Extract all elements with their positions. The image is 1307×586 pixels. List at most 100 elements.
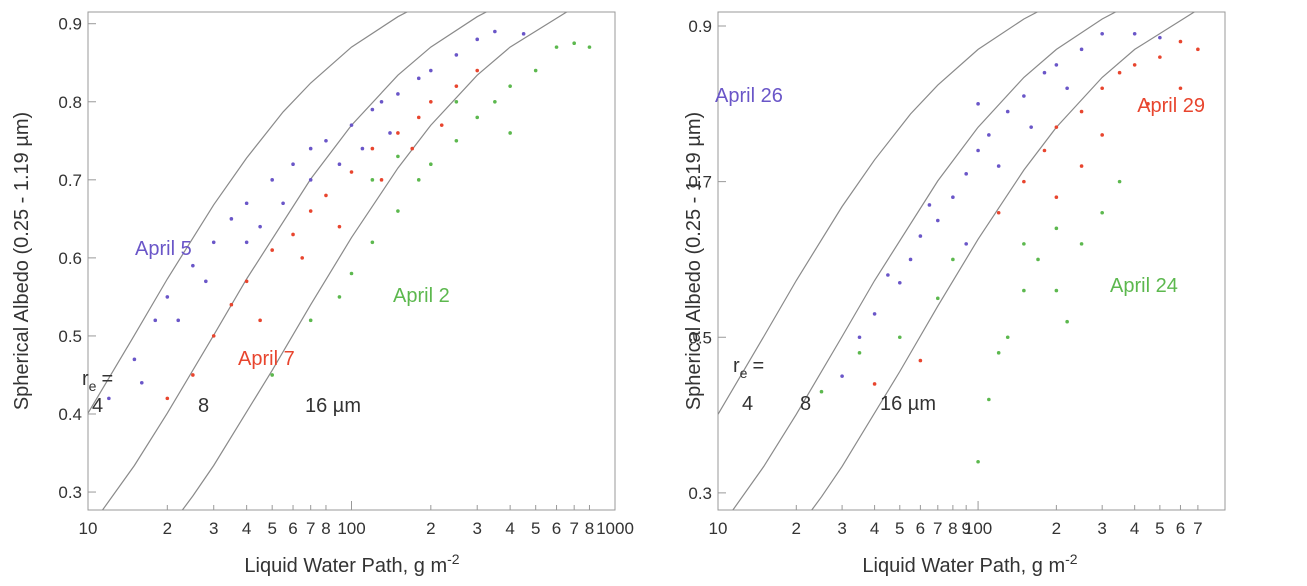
data-point: [1065, 86, 1069, 91]
data-point: [211, 334, 216, 338]
data-point: [379, 99, 384, 104]
y-tick-label: 0.6: [58, 249, 82, 268]
data-point: [291, 162, 295, 167]
data-point: [976, 459, 980, 464]
y-tick-label: 0.3: [58, 483, 82, 502]
x-tick-label: 3: [209, 519, 218, 538]
data-point: [819, 389, 824, 394]
data-point: [349, 271, 354, 276]
curve-label: 16 µm: [305, 395, 361, 417]
data-point: [1117, 179, 1122, 184]
data-point: [1158, 55, 1162, 59]
data-point: [918, 234, 923, 238]
data-point: [1054, 288, 1059, 293]
data-point: [1054, 195, 1059, 199]
data-point: [204, 279, 208, 284]
data-point: [337, 162, 342, 167]
x-tick-label: 1000: [596, 519, 634, 538]
data-point: [1054, 226, 1059, 231]
y-axis-label: Spherical Albedo (0.25 - 1.19 µm): [11, 112, 33, 410]
data-point: [897, 335, 902, 340]
data-point: [964, 242, 968, 246]
model-curve: [732, 12, 1117, 510]
data-point: [370, 107, 375, 112]
x-tick-label: 5: [267, 519, 276, 538]
data-point: [107, 396, 111, 401]
data-point: [935, 218, 940, 223]
x-tick-label: 5: [1155, 519, 1164, 538]
data-point: [1022, 288, 1026, 293]
data-point: [454, 84, 459, 88]
data-point: [258, 224, 262, 229]
series-label: April 29: [1137, 95, 1205, 117]
y-tick-label: 0.7: [58, 171, 82, 190]
data-point: [996, 351, 1001, 355]
data-point: [270, 373, 274, 377]
x-tick-label: 9: [961, 519, 970, 538]
x-tick-label: 8: [585, 519, 594, 538]
data-point: [1100, 31, 1104, 36]
data-point: [370, 178, 375, 182]
data-point: [508, 131, 512, 135]
model-curve: [811, 12, 1196, 510]
y-tick-label: 0.4: [58, 405, 82, 424]
data-point: [475, 115, 480, 120]
data-point: [857, 335, 862, 340]
x-axis-label: Liquid Water Path, g m-2: [862, 551, 1077, 577]
data-point: [1146, 102, 1150, 106]
series-label: April 5: [135, 238, 192, 260]
x-tick-label: 6: [288, 519, 297, 538]
x-tick-label: 4: [1130, 519, 1139, 538]
data-point: [996, 164, 1001, 168]
series-label: April 2: [393, 285, 450, 307]
data-point: [1005, 109, 1010, 114]
data-point: [508, 84, 512, 88]
series-label: April 26: [715, 85, 783, 107]
y-tick-label: 0.8: [58, 93, 82, 112]
y-tick-label: 0.5: [58, 327, 82, 346]
x-tick-label: 3: [1097, 519, 1106, 538]
data-point: [165, 295, 170, 299]
x-tick-label: 8: [321, 519, 330, 538]
data-point: [1029, 125, 1033, 129]
curve-label: 8: [800, 393, 811, 415]
data-point: [349, 123, 354, 127]
data-point: [1036, 257, 1040, 262]
data-point: [1178, 86, 1183, 91]
data-point: [1042, 148, 1047, 153]
data-point: [1054, 125, 1059, 129]
data-point: [1178, 39, 1183, 44]
x-tick-label: 7: [569, 519, 578, 538]
data-point: [300, 256, 305, 260]
data-point: [572, 41, 576, 46]
y-axis-label: Spherical Albedo (0.25 - 1.19 µm): [683, 112, 705, 410]
data-point: [897, 280, 902, 285]
x-axis-label-sup: -2: [447, 551, 460, 567]
data-point: [1054, 63, 1059, 67]
re-subscript: e: [89, 378, 97, 394]
data-point: [291, 232, 295, 237]
x-tick-label: 7: [933, 519, 942, 538]
data-point: [1196, 47, 1200, 52]
data-point: [308, 146, 313, 151]
data-point: [872, 382, 877, 386]
data-point: [370, 146, 375, 151]
re-suffix: =: [101, 368, 113, 390]
x-tick-label: 6: [552, 519, 561, 538]
data-point: [324, 138, 328, 143]
x-axis-label-sup: -2: [1065, 551, 1078, 567]
curve-label: 16 µm: [880, 393, 936, 415]
data-point: [324, 193, 328, 198]
data-point: [410, 146, 415, 151]
curve-label: 8: [198, 395, 209, 417]
data-point: [1132, 63, 1137, 67]
y-tick-label: 0.7: [688, 173, 712, 192]
x-tick-label: 10: [79, 519, 98, 538]
x-axis-label-text: Liquid Water Path, g m: [862, 555, 1065, 577]
data-point: [229, 302, 234, 307]
re-suffix: =: [752, 355, 764, 377]
data-point: [1100, 210, 1104, 215]
re-symbol: r: [82, 368, 89, 390]
x-tick-label: 10: [709, 519, 728, 538]
data-point: [132, 357, 137, 362]
